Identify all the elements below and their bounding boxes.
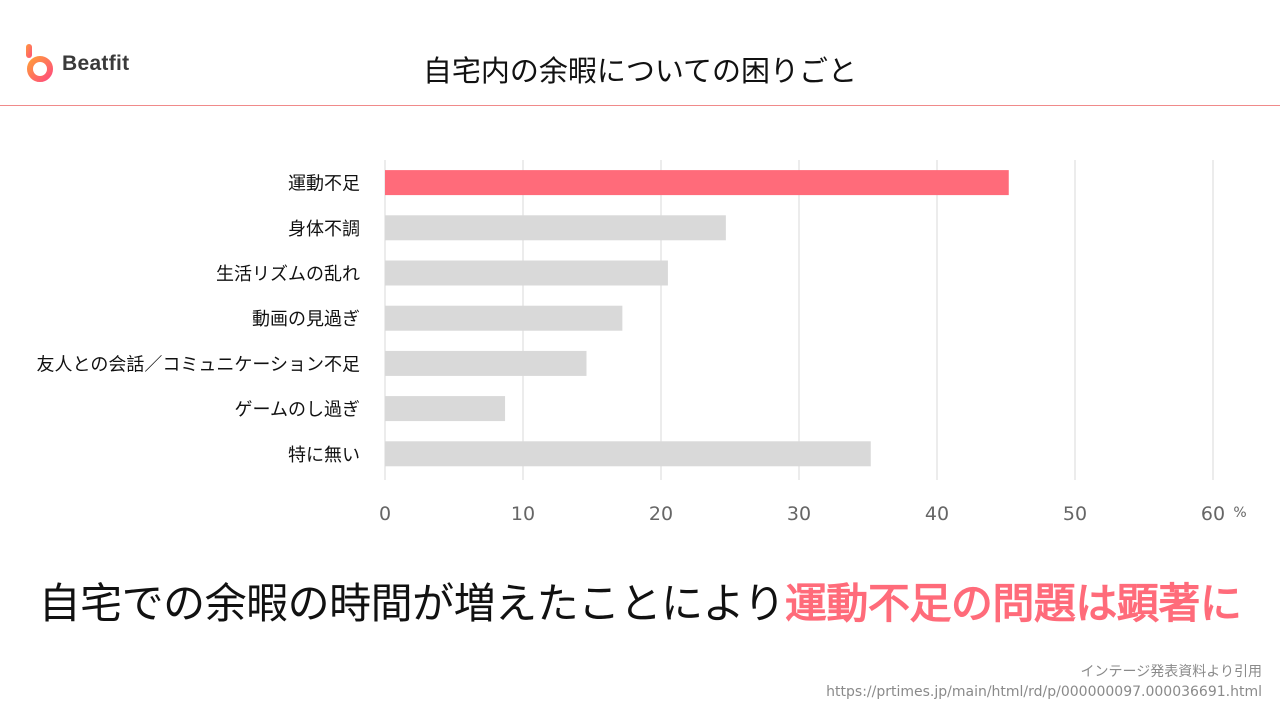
beatfit-logo-icon [26, 44, 53, 82]
bar [385, 305, 623, 331]
x-tick-label: 30 [787, 503, 811, 525]
bar [385, 170, 1009, 196]
category-label: 運動不足 [288, 174, 360, 195]
x-tick-label: 20 [649, 503, 673, 525]
headline: 自宅での余暇の時間が増えたことにより運動不足の問題は顕著に [0, 570, 1280, 631]
bar [385, 396, 506, 422]
brand-logo: Beatfit [24, 42, 129, 86]
bar [385, 441, 871, 467]
x-axis-unit: % [1233, 505, 1246, 521]
source-note: インテージ発表資料より引用 [1080, 664, 1262, 680]
header-divider [0, 105, 1280, 106]
category-label: 友人との会話／コミュニケーション不足 [37, 354, 360, 375]
chart-bars [385, 170, 1009, 467]
category-labels: 運動不足身体不調生活リズムの乱れ動画の見過ぎ友人との会話／コミュニケーション不足… [37, 174, 360, 466]
x-tick-label: 50 [1063, 503, 1087, 525]
category-label: 身体不調 [288, 219, 360, 240]
x-axis-ticks: 0 10 20 30 40 50 60 [379, 503, 1225, 525]
headline-prefix: 自宅での余暇の時間が増えたことにより [38, 579, 786, 628]
category-label: 動画の見過ぎ [252, 309, 360, 330]
category-label: 生活リズムの乱れ [216, 264, 360, 285]
brand-name: Beatfit [62, 52, 130, 75]
source-url[interactable]: https://prtimes.jp/main/html/rd/p/000000… [826, 684, 1262, 700]
x-tick-label: 0 [379, 503, 391, 525]
x-tick-label: 10 [511, 503, 535, 525]
headline-highlight: 運動不足の問題は顕著に [784, 579, 1242, 628]
bar [385, 260, 668, 286]
page-title: 自宅内の余暇についての困りごと [422, 54, 858, 88]
source-citation: インテージ発表資料より引用 https://prtimes.jp/main/ht… [826, 662, 1262, 702]
bar [385, 350, 587, 376]
category-label: 特に無い [288, 445, 360, 466]
x-tick-label: 40 [925, 503, 949, 525]
bar [385, 215, 726, 241]
category-label: ゲームのし過ぎ [235, 400, 360, 421]
x-tick-label: 60 [1201, 503, 1225, 525]
bar-chart: 運動不足身体不調生活リズムの乱れ動画の見過ぎ友人との会話／コミュニケーション不足… [37, 160, 1247, 525]
